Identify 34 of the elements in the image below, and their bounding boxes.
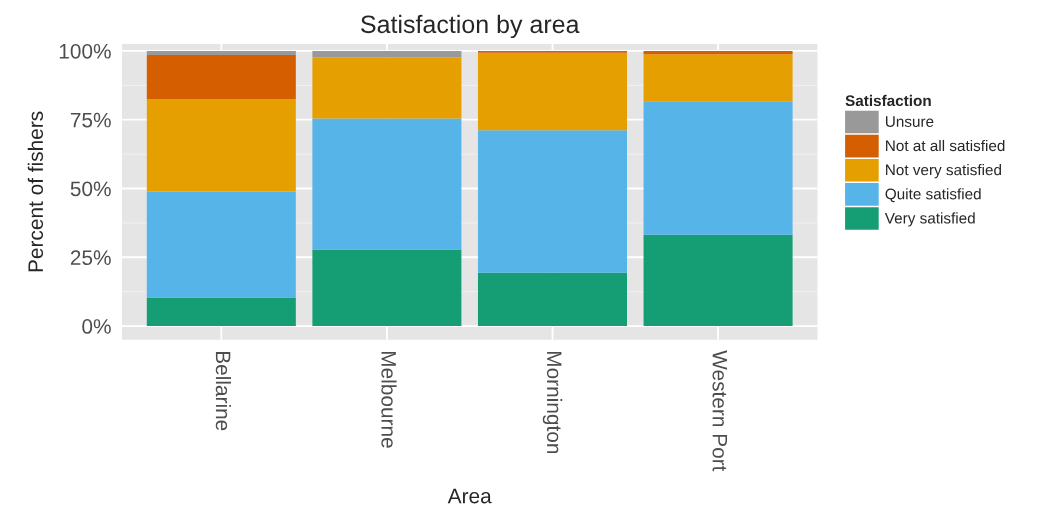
legend-label: Very satisfied [884,212,975,227]
bar [477,130,627,273]
y-tick-label: 75% [70,112,111,128]
bar [477,272,627,327]
legend-title: Satisfaction [845,94,931,107]
bar [146,297,296,327]
y-tick-label: 25% [70,250,111,266]
y-axis-title: Percent of fishers [27,111,44,272]
bar [643,54,793,102]
y-tick-label: 100% [59,43,111,59]
bar [312,57,462,119]
x-axis-title: Area [447,488,492,504]
bar [312,249,462,327]
chart-title: Satisfaction by area [361,14,580,39]
x-tick-label: Western Port [712,350,728,472]
legend-label: Unsure [885,116,934,127]
bar [477,52,627,131]
legend-label: Not at all satisfied [886,139,1005,152]
bar [312,50,462,58]
legend-label: Quite satisfied [885,188,981,203]
bar [643,101,793,235]
bar [146,50,296,56]
y-tick-label: 0% [82,319,111,334]
bar [312,118,462,250]
x-tick-label: Melbourne [381,351,397,448]
x-tick-label: Mornington [542,351,563,454]
bar [643,50,793,55]
legend-label: Not very satisfied [886,164,1001,179]
y-tick-label: 50% [70,181,111,197]
bar [643,234,793,327]
x-tick-label: Bellarine [215,351,232,431]
bar [146,55,296,100]
bar [146,191,296,298]
bar [146,99,296,192]
